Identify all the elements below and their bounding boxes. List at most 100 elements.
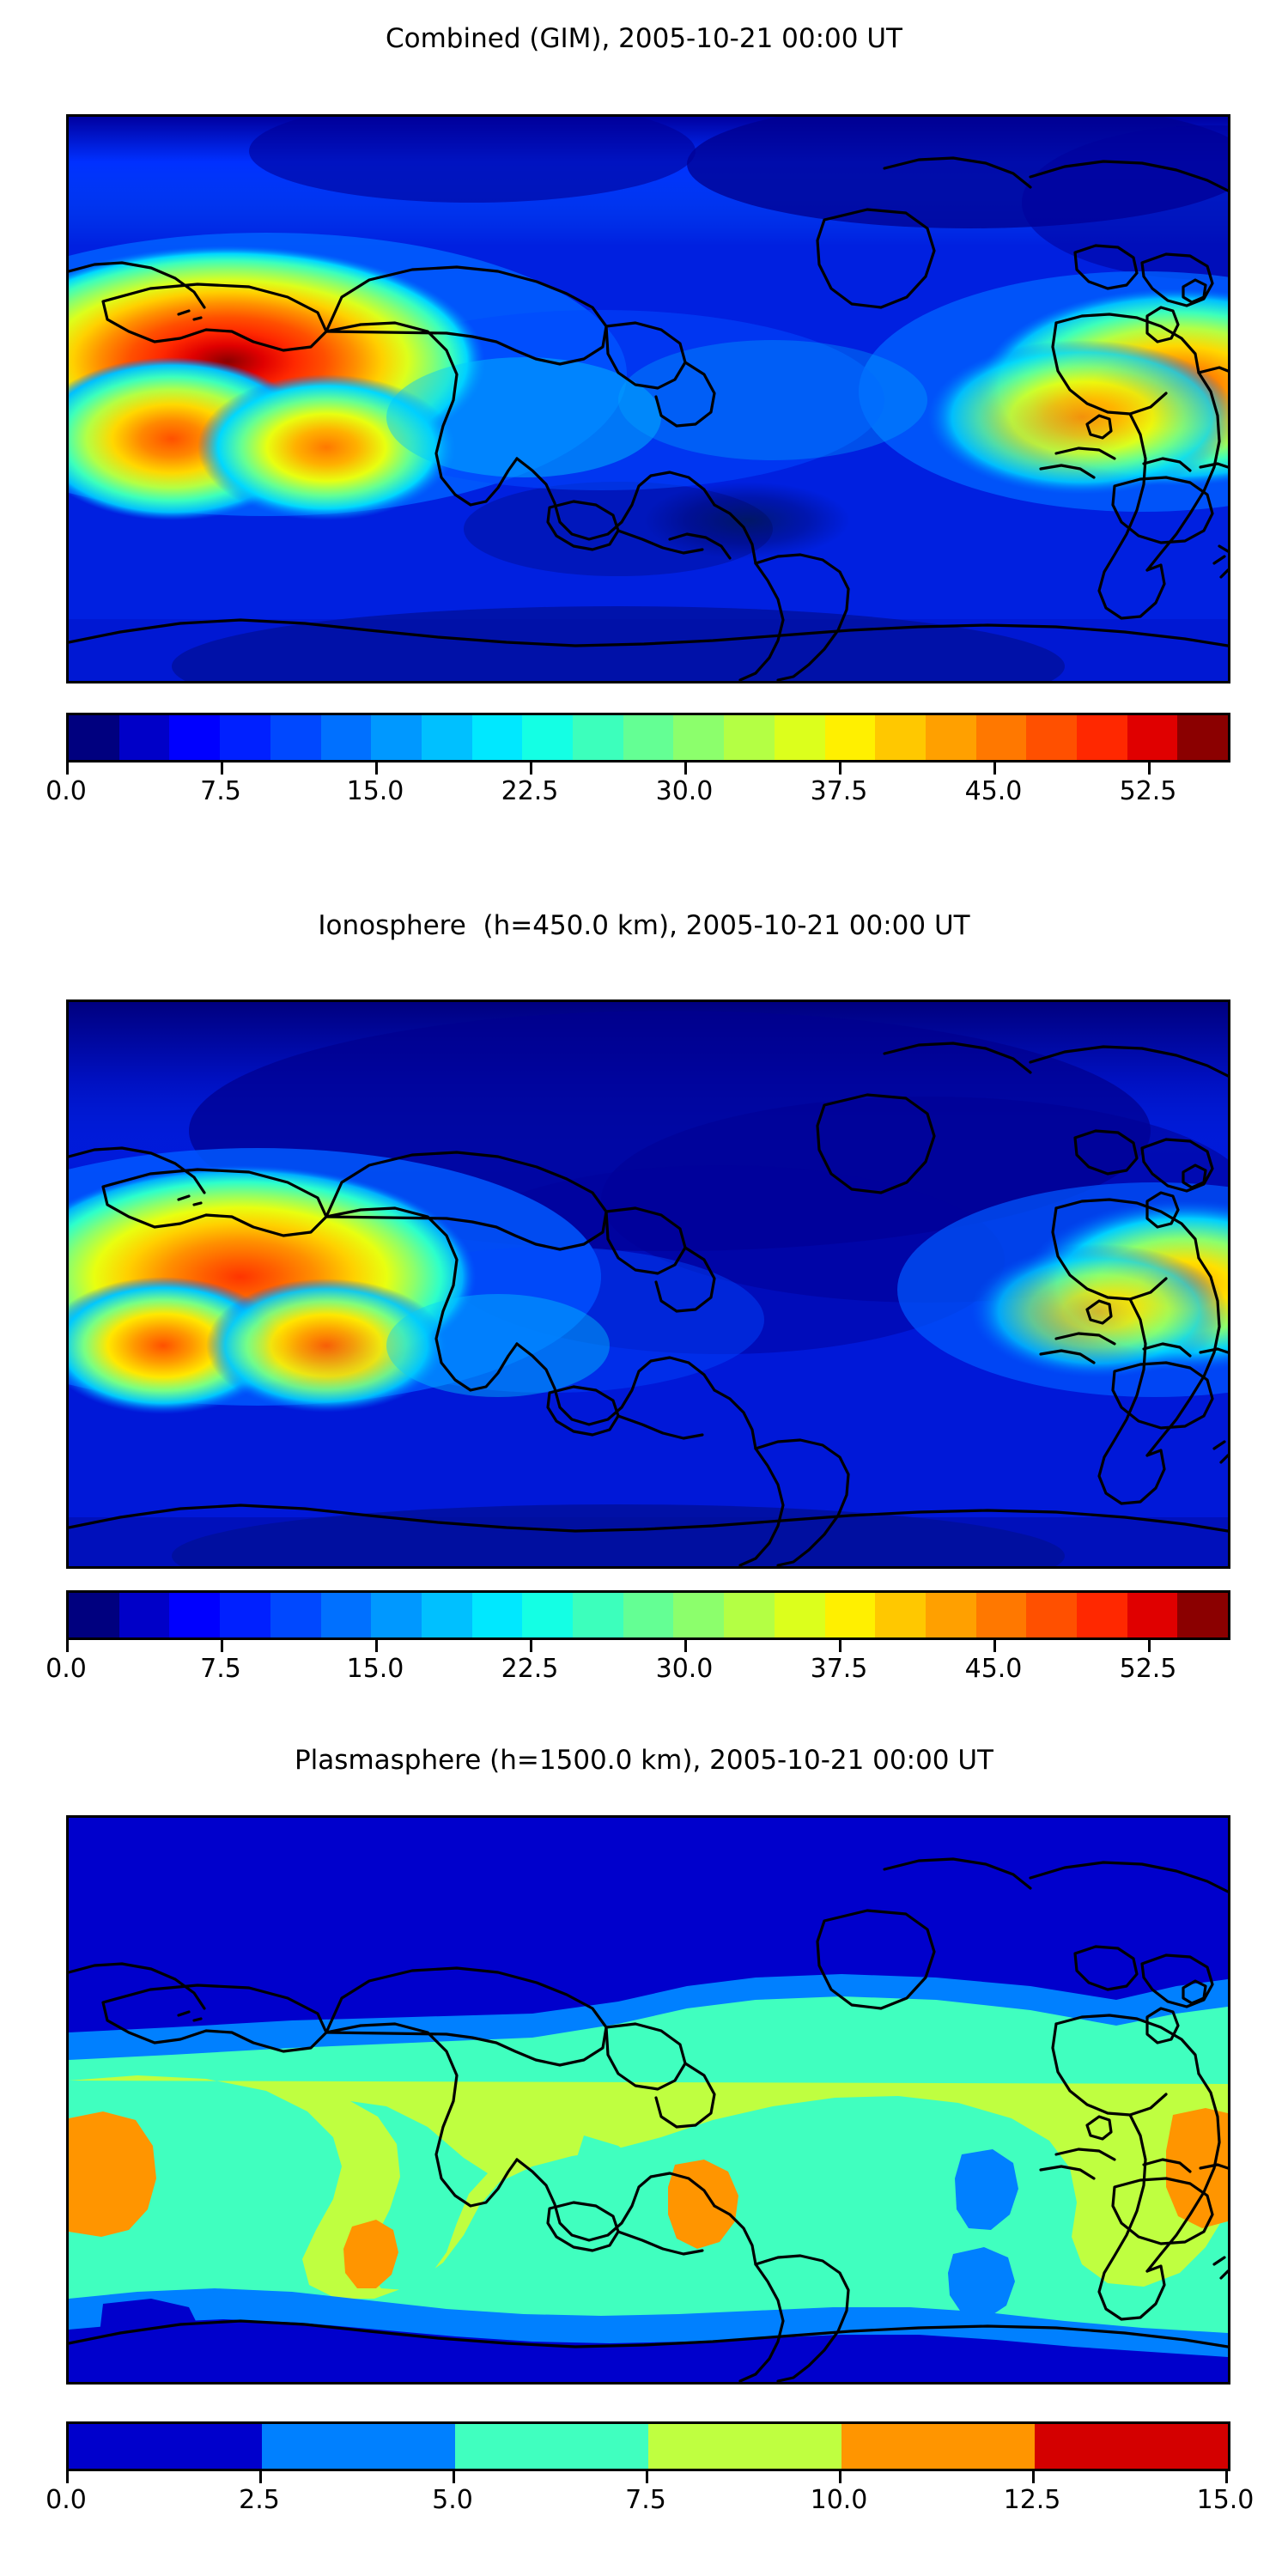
colorbar-segment-17 xyxy=(925,715,976,760)
colorbar-segment-4 xyxy=(841,2424,1035,2469)
colorbar-segment-22 xyxy=(1177,715,1229,760)
colorbar-tick-label-1: 7.5 xyxy=(200,1654,241,1684)
coastlines-plasmasphere xyxy=(69,1857,1228,2382)
colorbar-tick-label-2: 15.0 xyxy=(346,1654,404,1684)
colorbar-tick-label-4: 30.0 xyxy=(655,1654,714,1684)
colorbar-tick-label-1: 2.5 xyxy=(239,2485,280,2515)
colorbar-segment-14 xyxy=(774,715,825,760)
colorbar-segment-20 xyxy=(1077,1593,1127,1637)
colorbar-tick-6 xyxy=(993,762,996,775)
colorbar-tick-7 xyxy=(1148,762,1151,775)
colorbar-segment-1 xyxy=(262,2424,455,2469)
colorbar-tick-labels-ionosphere: 0.0 7.5 15.0 22.5 30.0 37.5 45.0 52.5 xyxy=(46,1652,1225,1690)
colorbar-gradient-ionosphere[interactable] xyxy=(66,1590,1230,1640)
colorbar-tick-label-4: 10.0 xyxy=(810,2485,868,2515)
colorbar-tick-1 xyxy=(221,762,223,775)
map-contour-area-plasmasphere xyxy=(69,1818,1228,2382)
map-contour-area-combined xyxy=(69,117,1228,681)
colorbar-tick-5 xyxy=(839,762,841,775)
colorbar-segment-4 xyxy=(270,1593,321,1637)
colorbar-segment-10 xyxy=(573,715,623,760)
colorbar-tick-labels-plasmasphere: 0.0 2.5 5.0 7.5 10.0 12.5 15.0 xyxy=(46,2483,1254,2521)
colorbar-tick-label-1: 7.5 xyxy=(200,776,241,806)
colorbar-segment-18 xyxy=(975,1593,1027,1637)
colorbar-tick-5 xyxy=(1032,2471,1035,2483)
colorbar-segment-14 xyxy=(774,1593,825,1637)
colorbar-tick-6 xyxy=(1225,2471,1228,2483)
colorbar-segment-13 xyxy=(724,1593,775,1637)
colorbar-segment-17 xyxy=(925,1593,976,1637)
colorbar-segment-19 xyxy=(1026,1593,1078,1637)
colorbar-tick-label-3: 22.5 xyxy=(501,1654,559,1684)
panel-combined: Combined (GIM), 2005-10-21 00:00 UT xyxy=(0,0,1288,884)
colorbar-tick-5 xyxy=(839,1640,841,1652)
colorbar-segment-6 xyxy=(371,715,422,760)
colorbar-tick-label-0: 0.0 xyxy=(46,2485,87,2515)
map-plot-plasmasphere xyxy=(66,1815,1230,2385)
coastlines-ionosphere xyxy=(69,1042,1228,1566)
colorbar-segment-8 xyxy=(471,715,523,760)
colorbar-tick-label-3: 7.5 xyxy=(625,2485,666,2515)
colorbar-tick-0 xyxy=(66,2471,69,2483)
colorbar-segment-8 xyxy=(471,1593,523,1637)
colorbar-segment-5 xyxy=(320,715,372,760)
colorbar-segment-16 xyxy=(875,1593,926,1637)
colorbar-tick-label-5: 37.5 xyxy=(810,1654,868,1684)
colorbar-tick-7 xyxy=(1148,1640,1151,1652)
panel-ionosphere: Ionosphere (h=450.0 km), 2005-10-21 00:0… xyxy=(0,884,1288,1743)
colorbar-tick-4 xyxy=(684,762,687,775)
colorbar-tick-3 xyxy=(646,2471,648,2483)
colorbar-segment-3 xyxy=(648,2424,841,2469)
colorbar-segment-1 xyxy=(118,1593,170,1637)
colorbar-tick-0 xyxy=(66,762,69,775)
map-plot-ionosphere xyxy=(66,999,1230,1569)
colorbar-segment-3 xyxy=(220,1593,270,1637)
colorbar-tick-label-6: 15.0 xyxy=(1196,2485,1255,2515)
colorbar-segment-21 xyxy=(1127,1593,1178,1637)
colorbar-tick-label-5: 37.5 xyxy=(810,776,868,806)
colorbar-segment-15 xyxy=(824,1593,876,1637)
colorbar-segment-0 xyxy=(69,1593,119,1637)
contour-surface-ionosphere xyxy=(69,1002,1228,1566)
colorbar-tick-4 xyxy=(684,1640,687,1652)
panel-title-ionosphere: Ionosphere (h=450.0 km), 2005-10-21 00:0… xyxy=(318,910,970,941)
colorbar-segment-10 xyxy=(573,1593,623,1637)
colorbar-tick-4 xyxy=(839,2471,841,2483)
colorbar-tick-3 xyxy=(530,762,532,775)
colorbar-segment-12 xyxy=(673,715,725,760)
panel-title-plasmasphere: Plasmasphere (h=1500.0 km), 2005-10-21 0… xyxy=(294,1745,993,1776)
colorbar-segment-7 xyxy=(421,715,472,760)
contour-surface-combined xyxy=(69,117,1228,681)
colorbar-segment-5 xyxy=(320,1593,372,1637)
colorbar-tick-2 xyxy=(453,2471,455,2483)
colorbar-tick-2 xyxy=(375,762,378,775)
colorbar-tick-label-7: 52.5 xyxy=(1119,776,1177,806)
colorbar-tick-label-3: 22.5 xyxy=(501,776,559,806)
colorbar-segment-3 xyxy=(220,715,270,760)
colorbar-gradient-plasmasphere[interactable] xyxy=(66,2421,1230,2471)
map-contour-area-ionosphere xyxy=(69,1002,1228,1566)
colorbar-tick-label-6: 45.0 xyxy=(964,1654,1023,1684)
colorbar-tick-label-6: 45.0 xyxy=(964,776,1023,806)
colorbar-gradient-combined[interactable] xyxy=(66,713,1230,762)
colorbar-segment-12 xyxy=(673,1593,725,1637)
colorbar-segment-5 xyxy=(1035,2424,1228,2469)
colorbar-ticks-ionosphere xyxy=(66,1640,1225,1652)
colorbar-segment-13 xyxy=(724,715,775,760)
colorbar-tick-1 xyxy=(221,1640,223,1652)
colorbar-segment-22 xyxy=(1177,1593,1229,1637)
colorbar-ticks-plasmasphere xyxy=(66,2471,1228,2483)
contour-surface-plasmasphere xyxy=(69,1818,1228,2382)
colorbar-segment-4 xyxy=(270,715,321,760)
colorbar-segment-9 xyxy=(522,1593,574,1637)
colorbar-tick-label-0: 0.0 xyxy=(46,1654,87,1684)
colorbar-segment-6 xyxy=(371,1593,422,1637)
colorbar-segment-11 xyxy=(623,715,674,760)
colorbar-segment-0 xyxy=(69,715,119,760)
colorbar-tick-label-4: 30.0 xyxy=(655,776,714,806)
colorbar-segment-2 xyxy=(169,715,221,760)
colorbar-segment-16 xyxy=(875,715,926,760)
panel-plasmasphere: Plasmasphere (h=1500.0 km), 2005-10-21 0… xyxy=(0,1743,1288,2576)
colorbar-tick-label-7: 52.5 xyxy=(1119,1654,1177,1684)
